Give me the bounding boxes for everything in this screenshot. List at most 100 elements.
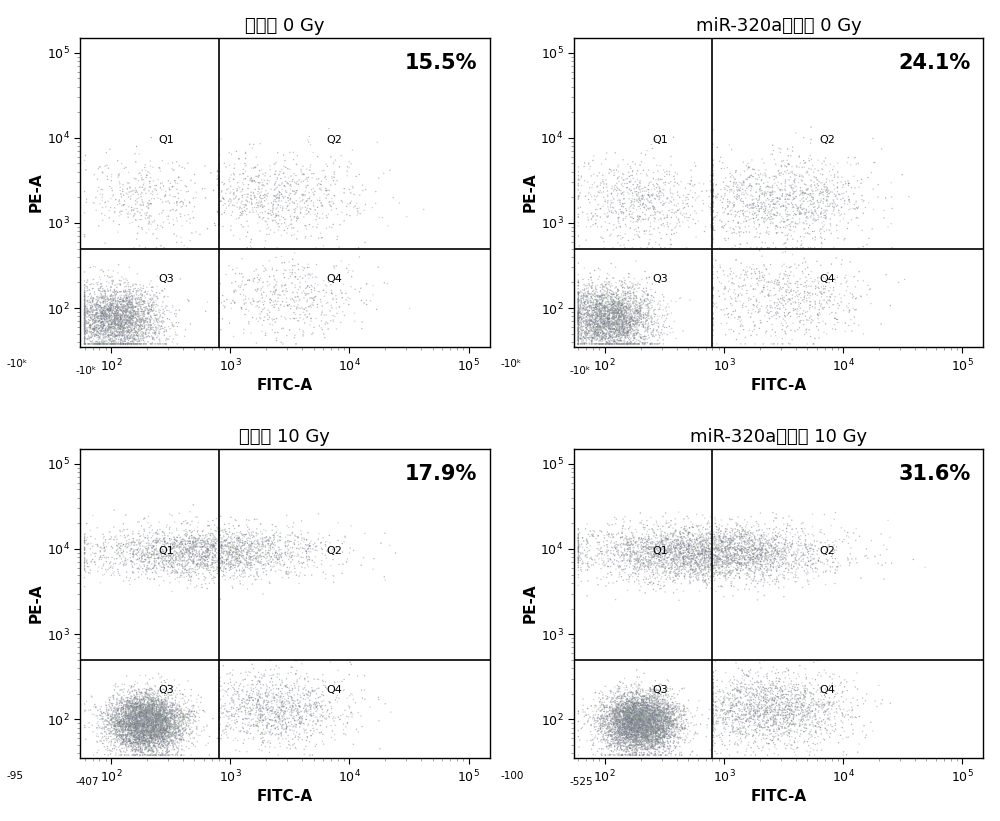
Point <box>175 707 191 720</box>
Point <box>162 724 178 737</box>
Point <box>257 686 273 699</box>
Point <box>156 326 172 339</box>
Point <box>266 183 282 196</box>
Point <box>697 534 713 547</box>
Point <box>730 289 746 302</box>
Point <box>137 705 153 718</box>
Point <box>211 703 227 716</box>
Point <box>192 529 208 542</box>
Point <box>80 332 96 345</box>
Point <box>584 311 600 324</box>
Point <box>128 692 144 705</box>
Point <box>743 710 759 723</box>
Point <box>97 726 113 739</box>
Point <box>119 311 135 324</box>
Point <box>817 722 833 735</box>
Point <box>641 307 657 320</box>
Point <box>754 682 770 695</box>
Point <box>644 713 660 726</box>
Point <box>133 696 149 709</box>
Point <box>863 716 879 729</box>
Point <box>654 735 670 748</box>
Point <box>661 539 677 553</box>
Point <box>115 701 131 714</box>
Point <box>133 699 149 713</box>
Point <box>608 287 624 300</box>
Point <box>728 562 744 576</box>
Point <box>621 704 637 718</box>
Point <box>624 714 640 727</box>
Point <box>90 300 106 313</box>
Point <box>213 132 229 145</box>
Point <box>257 195 273 208</box>
Point <box>750 704 766 718</box>
Point <box>134 314 150 328</box>
Point <box>615 512 631 525</box>
Point <box>132 718 148 732</box>
Point <box>349 197 365 210</box>
Point <box>143 281 159 294</box>
Point <box>166 717 182 730</box>
Point <box>101 211 117 224</box>
Point <box>609 706 625 719</box>
Point <box>125 316 141 329</box>
Point <box>598 277 614 291</box>
Point <box>626 332 642 345</box>
Point <box>642 571 658 585</box>
Point <box>80 337 96 351</box>
Point <box>608 698 624 711</box>
Point <box>593 320 609 333</box>
Point <box>163 734 179 747</box>
Point <box>652 693 668 706</box>
Point <box>97 196 113 209</box>
Point <box>637 708 653 721</box>
Point <box>141 725 157 738</box>
Point <box>737 583 753 596</box>
Point <box>127 731 143 744</box>
Point <box>210 534 226 547</box>
Point <box>626 716 642 729</box>
Point <box>326 714 342 727</box>
Point <box>611 559 627 572</box>
Point <box>211 713 227 726</box>
Point <box>621 712 637 725</box>
Point <box>753 241 769 255</box>
Point <box>750 561 766 574</box>
Point <box>675 733 691 746</box>
Point <box>762 702 778 715</box>
Point <box>622 295 638 308</box>
Point <box>263 550 279 563</box>
Point <box>610 319 626 333</box>
Point <box>146 192 162 205</box>
Point <box>117 712 133 725</box>
Point <box>613 721 629 734</box>
Point <box>742 198 758 211</box>
Point <box>614 289 630 302</box>
Point <box>572 305 588 319</box>
Point <box>610 211 626 224</box>
Point <box>646 710 662 723</box>
Point <box>179 716 195 729</box>
Point <box>643 741 659 754</box>
Point <box>663 717 679 730</box>
Point <box>627 743 643 756</box>
Point <box>600 185 616 198</box>
Point <box>140 706 156 719</box>
Point <box>577 319 593 332</box>
Point <box>138 715 154 728</box>
Point <box>650 720 666 733</box>
Point <box>284 706 300 719</box>
Point <box>601 311 617 324</box>
Point <box>600 310 616 323</box>
Point <box>578 534 594 547</box>
Point <box>109 326 125 339</box>
Point <box>196 723 212 736</box>
Point <box>143 700 159 713</box>
Point <box>214 550 230 563</box>
Point <box>753 529 769 542</box>
Point <box>129 721 145 734</box>
Point <box>729 523 745 536</box>
Point <box>574 289 590 302</box>
Point <box>132 745 148 758</box>
Point <box>738 214 754 227</box>
